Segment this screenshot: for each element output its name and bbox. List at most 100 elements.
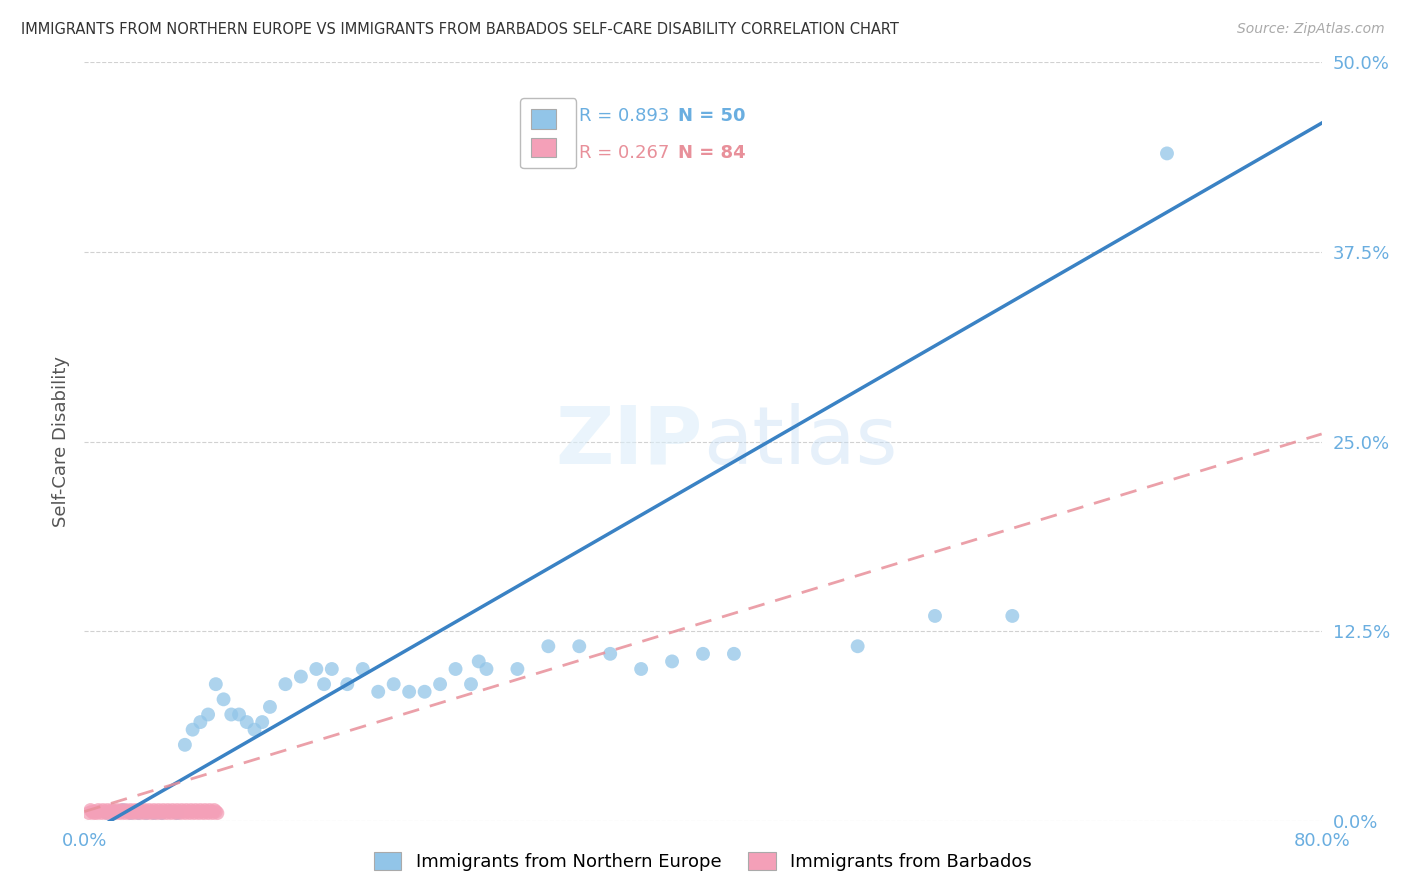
Point — [568, 639, 591, 653]
Point — [290, 669, 312, 683]
Point — [135, 806, 157, 821]
Point — [198, 803, 221, 817]
Point — [89, 805, 111, 819]
Point — [84, 805, 107, 819]
Point — [152, 803, 174, 817]
Point — [101, 803, 124, 817]
Point — [139, 805, 162, 819]
Text: N = 50: N = 50 — [678, 106, 745, 125]
Point — [197, 806, 219, 821]
Point — [115, 803, 138, 817]
Point — [87, 803, 110, 817]
Point — [143, 806, 166, 821]
Point — [104, 805, 127, 819]
Point — [207, 806, 229, 821]
Point — [305, 662, 328, 676]
Point — [167, 805, 190, 819]
Point — [197, 707, 219, 722]
Point — [90, 806, 112, 821]
Point — [429, 677, 451, 691]
Point — [352, 662, 374, 676]
Point — [96, 803, 118, 817]
Point — [195, 805, 218, 819]
Point — [150, 806, 173, 821]
Point — [110, 803, 132, 817]
Point — [162, 803, 184, 817]
Point — [134, 803, 156, 817]
Point — [105, 803, 128, 817]
Point — [155, 806, 177, 821]
Point — [159, 805, 180, 819]
Point — [177, 805, 200, 819]
Point — [107, 805, 129, 819]
Point — [118, 806, 141, 821]
Point — [166, 803, 188, 817]
Text: atlas: atlas — [703, 402, 897, 481]
Point — [131, 805, 153, 819]
Point — [723, 647, 745, 661]
Point — [129, 803, 152, 817]
Point — [367, 685, 389, 699]
Point — [160, 806, 183, 821]
Point — [165, 806, 187, 821]
Point — [398, 685, 420, 699]
Point — [159, 805, 180, 819]
Point — [135, 805, 157, 819]
Point — [187, 806, 209, 821]
Point — [138, 803, 160, 817]
Point — [599, 647, 621, 661]
Legend: Immigrants from Northern Europe, Immigrants from Barbados: Immigrants from Northern Europe, Immigra… — [367, 846, 1039, 879]
Point — [117, 805, 139, 819]
Point — [460, 677, 482, 691]
Point — [181, 805, 204, 819]
Point — [150, 806, 173, 821]
Point — [153, 805, 176, 819]
Point — [132, 806, 155, 821]
Point — [174, 738, 197, 752]
Point — [228, 707, 250, 722]
Point — [120, 803, 142, 817]
Point — [205, 805, 228, 819]
Point — [201, 806, 224, 821]
Point — [156, 803, 179, 817]
Point — [475, 662, 498, 676]
Point — [127, 806, 149, 821]
Point — [200, 805, 222, 819]
Point — [413, 685, 436, 699]
Point — [202, 803, 225, 817]
Point — [321, 662, 343, 676]
Point — [188, 803, 211, 817]
Point — [94, 806, 117, 821]
Point — [846, 639, 869, 653]
Point — [1156, 146, 1178, 161]
Text: Source: ZipAtlas.com: Source: ZipAtlas.com — [1237, 22, 1385, 37]
Point — [146, 806, 169, 821]
Point — [114, 806, 136, 821]
Point — [174, 806, 197, 821]
Point — [444, 662, 467, 676]
Point — [120, 806, 142, 821]
Point — [259, 699, 281, 714]
Point — [112, 803, 135, 817]
Point — [219, 707, 242, 722]
Point — [184, 803, 207, 817]
Point — [692, 647, 714, 661]
Text: ZIP: ZIP — [555, 402, 703, 481]
Point — [188, 715, 211, 730]
Legend: , : , — [520, 98, 576, 169]
Point — [176, 803, 198, 817]
Point — [630, 662, 652, 676]
Point — [91, 803, 114, 817]
Point — [924, 608, 946, 623]
Point — [312, 677, 335, 691]
Text: IMMIGRANTS FROM NORTHERN EUROPE VS IMMIGRANTS FROM BARBADOS SELF-CARE DISABILITY: IMMIGRANTS FROM NORTHERN EUROPE VS IMMIG… — [21, 22, 898, 37]
Point — [98, 805, 121, 819]
Point — [537, 639, 560, 653]
Point — [122, 806, 145, 821]
Point — [79, 803, 101, 817]
Point — [181, 723, 204, 737]
Text: N = 84: N = 84 — [678, 145, 745, 162]
Point — [77, 806, 100, 821]
Point — [124, 803, 146, 817]
Text: R = 0.893: R = 0.893 — [579, 106, 669, 125]
